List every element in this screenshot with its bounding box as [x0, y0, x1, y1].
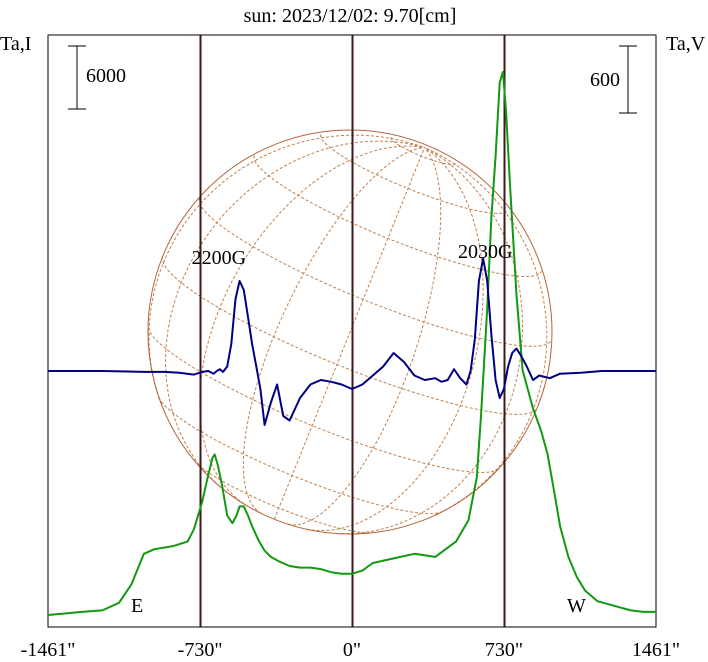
- east-label: E: [131, 595, 143, 617]
- right-scale-label: 600: [590, 69, 620, 91]
- left-axis-label: Ta,I: [0, 33, 31, 55]
- latitude-line: [161, 256, 538, 415]
- left-scale-label: 6000: [86, 65, 126, 87]
- annotations: 2200G 2030G: [192, 241, 513, 269]
- longitude-line: [199, 145, 425, 505]
- right-axis-label: Ta,V: [666, 33, 706, 55]
- right-scale-bar: 600: [590, 45, 637, 114]
- longitude-line: [336, 147, 523, 535]
- left-scale-bar: 6000: [68, 45, 126, 110]
- longitude-line: [148, 134, 425, 405]
- annotation-label: 2030G: [458, 241, 512, 263]
- solar-limb: [147, 129, 553, 535]
- series-line-intensity: [47, 70, 656, 616]
- x-tick-label: 0": [343, 639, 361, 661]
- chart-title: sun: 2023/12/02: 9.70[cm]: [244, 5, 457, 27]
- x-tick-label: -730": [178, 639, 223, 661]
- longitude-line: [424, 147, 548, 516]
- longitude-line: [287, 147, 442, 526]
- longitude-line: [306, 147, 484, 532]
- longitude-line: [164, 140, 425, 487]
- latitude-line: [147, 327, 499, 474]
- latitude-line: [198, 197, 552, 347]
- annotation-label: 2200G: [192, 247, 246, 269]
- series-line-polarization: [48, 257, 656, 426]
- longitude-line: [242, 147, 425, 514]
- west-label: W: [567, 595, 586, 617]
- x-tick-label: 1461": [632, 639, 680, 661]
- x-tick-label: -1461": [21, 639, 76, 661]
- x-tick-label: 730": [485, 639, 523, 661]
- series-layer: [47, 70, 656, 616]
- longitude-line: [273, 147, 425, 520]
- x-axis-ticks: -1461" -730" 0" 730" 1461": [21, 639, 681, 661]
- reference-lines: [199, 35, 506, 627]
- solar-disk: [147, 129, 553, 535]
- plot-frame: [47, 34, 657, 628]
